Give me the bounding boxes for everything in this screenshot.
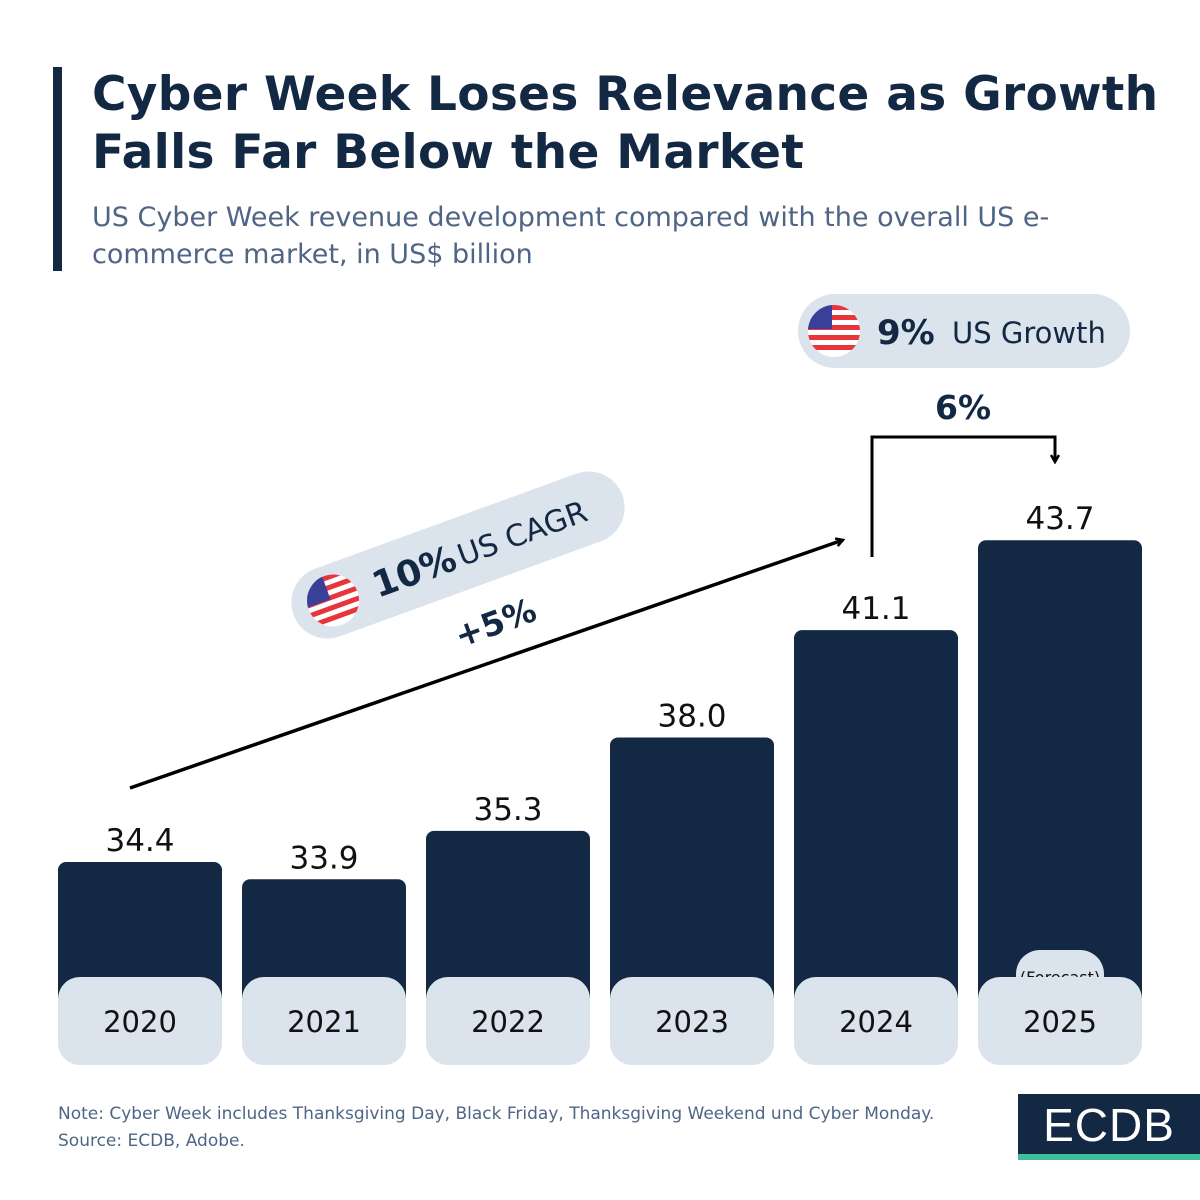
note-text: Note: Cyber Week includes Thanksgiving D…: [58, 1104, 935, 1124]
bar-2025: [978, 540, 1142, 1045]
category-box-2021: [242, 977, 406, 1065]
category-box-2020: [58, 977, 222, 1065]
category-box-2022: [426, 977, 590, 1065]
yoy-change-label: 6%: [935, 388, 991, 427]
category-label-2025: 2025: [1023, 1005, 1097, 1039]
us-growth-value: 9%: [877, 313, 935, 353]
category-label-2023: 2023: [655, 1005, 729, 1039]
bar-2024: [794, 630, 958, 1045]
value-label-2023: 38.0: [657, 698, 726, 734]
chart-subtitle: US Cyber Week revenue development compar…: [92, 202, 1050, 270]
us-growth-label: US Growth: [952, 316, 1106, 350]
value-label-2024: 41.1: [841, 591, 910, 627]
bar-2023: [610, 737, 774, 1045]
title-accent-bar: [53, 67, 62, 271]
category-box-2024: [794, 977, 958, 1065]
yoy-arrow: [870, 435, 1055, 557]
category-label-2024: 2024: [839, 1005, 913, 1039]
cagr-arrow: [129, 540, 843, 790]
cagr-change-label: +5%: [449, 590, 541, 655]
category-label-2020: 2020: [103, 1005, 177, 1039]
value-label-2021: 33.9: [289, 840, 358, 876]
category-box-2025: [978, 977, 1142, 1065]
value-label-2022: 35.3: [473, 792, 542, 828]
category-label-2021: 2021: [287, 1005, 361, 1039]
chart-title: Cyber Week Loses Relevance as Growth Fal…: [92, 67, 1159, 180]
value-label-2025: 43.7: [1025, 501, 1094, 537]
source-text: Source: ECDB, Adobe.: [58, 1131, 245, 1151]
ecdb-logo: ECDB: [1018, 1094, 1200, 1160]
category-box-2023: [610, 977, 774, 1065]
us-flag-icon: [808, 305, 860, 357]
value-label-2020: 34.4: [105, 823, 174, 859]
category-label-2022: 2022: [471, 1005, 545, 1039]
us-cagr-pill: 10% US CAGR +5%: [291, 471, 625, 655]
us-growth-pill: 9% US Growth: [798, 294, 1130, 368]
footnote: Note: Cyber Week includes Thanksgiving D…: [58, 1101, 934, 1155]
